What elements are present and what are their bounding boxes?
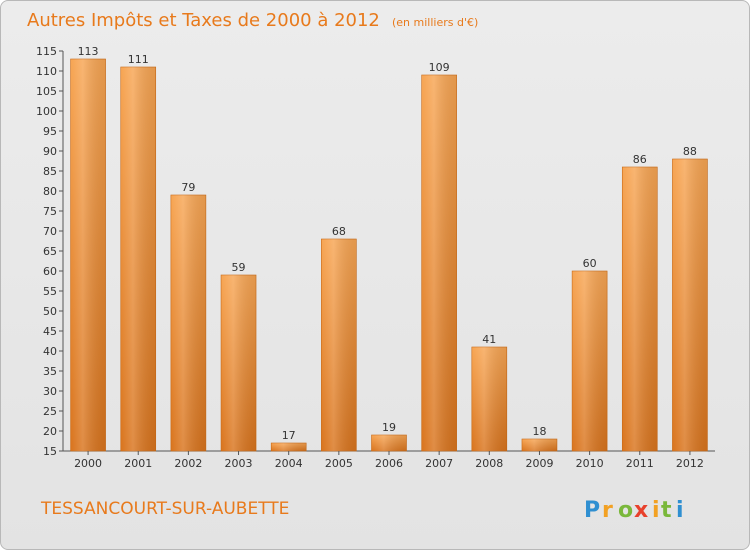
y-tick-label: 20	[43, 425, 57, 438]
y-tick-label: 35	[43, 365, 57, 378]
data-label: 86	[633, 153, 647, 166]
data-label: 79	[181, 181, 195, 194]
data-label: 19	[382, 421, 396, 434]
x-tick-label: 2003	[225, 457, 253, 470]
bar-shine	[120, 67, 156, 451]
bar-shine	[471, 347, 507, 451]
bar-shine	[572, 271, 608, 451]
y-tick-label: 45	[43, 325, 57, 338]
bar-shine	[70, 59, 106, 451]
chart-subtitle: (en milliers d'€)	[392, 16, 478, 29]
y-tick-label: 85	[43, 165, 57, 178]
y-tick-label: 100	[36, 105, 57, 118]
bar-shine	[622, 167, 658, 451]
data-label: 109	[429, 61, 450, 74]
data-label: 41	[482, 333, 496, 346]
data-label: 68	[332, 225, 346, 238]
logo-letter: r	[602, 498, 613, 523]
logo-letter: i	[676, 498, 684, 523]
y-tick-label: 30	[43, 385, 57, 398]
plot-area: 15 20 25 30 35 40 45 50 55 60 65 70 75 80 85 90 95 100 105…	[36, 45, 715, 470]
data-label: 59	[232, 261, 246, 274]
y-tick-label: 80	[43, 185, 57, 198]
x-tick-label: 2010	[576, 457, 604, 470]
bar-shine	[170, 195, 206, 451]
data-label: 113	[78, 45, 99, 58]
x-tick-label: 2000	[74, 457, 102, 470]
y-tick-label: 115	[36, 45, 57, 58]
bar-shine	[221, 275, 257, 451]
data-label: 111	[128, 53, 149, 66]
logo-letter: t	[661, 498, 672, 523]
x-tick-label: 2006	[375, 457, 403, 470]
bar-shine	[672, 159, 708, 451]
bar-shine	[271, 443, 307, 451]
logo-letter: x	[634, 498, 648, 523]
bar-shine	[421, 75, 457, 451]
y-tick-label: 110	[36, 65, 57, 78]
x-tick-label: 2009	[525, 457, 553, 470]
data-label: 60	[583, 257, 597, 270]
x-tick-label: 2011	[626, 457, 654, 470]
bar-shine	[371, 435, 407, 451]
x-tick-label: 2002	[174, 457, 202, 470]
data-label: 17	[282, 429, 296, 442]
y-tick-label: 60	[43, 265, 57, 278]
x-tick-label: 2012	[676, 457, 704, 470]
data-label: 88	[683, 145, 697, 158]
x-tick-label: 2007	[425, 457, 453, 470]
chart-title: Autres Impôts et Taxes de 2000 à 2012	[27, 10, 380, 31]
y-tick-label: 50	[43, 305, 57, 318]
y-tick-label: 75	[43, 205, 57, 218]
y-tick-label: 25	[43, 405, 57, 418]
y-tick-label: 105	[36, 85, 57, 98]
x-tick-label: 2005	[325, 457, 353, 470]
logo-letter: i	[652, 498, 660, 523]
y-tick-label: 15	[43, 445, 57, 458]
logo-letter: o	[618, 498, 633, 523]
logo-letter: P	[584, 498, 600, 523]
y-tick-label: 55	[43, 285, 57, 298]
bar-shine	[321, 239, 357, 451]
x-tick-label: 2001	[124, 457, 152, 470]
y-tick-label: 65	[43, 245, 57, 258]
x-tick-label: 2004	[275, 457, 303, 470]
commune-name: TESSANCOURT-SUR-AUBETTE	[40, 499, 289, 519]
bar-shine	[521, 439, 557, 451]
x-tick-label: 2008	[475, 457, 503, 470]
y-tick-label: 90	[43, 145, 57, 158]
y-tick-label: 95	[43, 125, 57, 138]
y-tick-label: 70	[43, 225, 57, 238]
data-label: 18	[532, 425, 546, 438]
y-tick-label: 40	[43, 345, 57, 358]
